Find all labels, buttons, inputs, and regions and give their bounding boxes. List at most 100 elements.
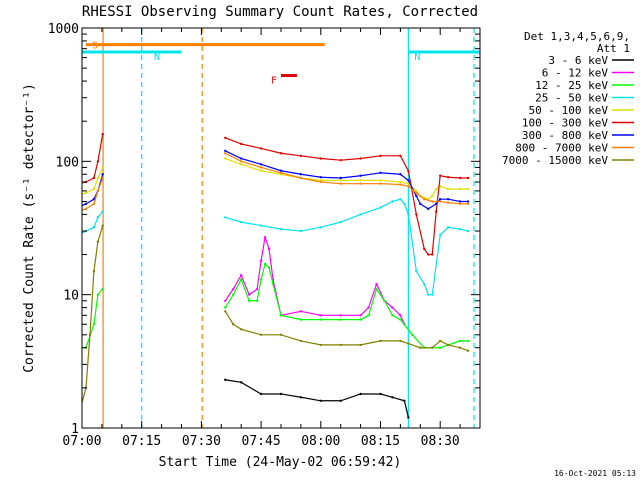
data-point-12-25-23 xyxy=(399,318,402,321)
data-point-6-12-18 xyxy=(399,314,402,317)
flag-label-n-1: N xyxy=(154,52,160,63)
legend-header-1: Att 1 xyxy=(597,42,630,55)
data-point-800-7000-22 xyxy=(466,202,470,206)
y-tick-label-2: 100 xyxy=(56,155,79,170)
data-point-6-12-4 xyxy=(255,287,259,291)
data-point-12-25-2 xyxy=(92,323,96,326)
x-tick-label-2: 07:30 xyxy=(182,434,221,449)
data-point-300-800-22 xyxy=(458,200,462,203)
data-point-300-800-8 xyxy=(279,169,283,172)
data-point-100-300-15 xyxy=(407,169,410,172)
x-tick-label-5: 08:15 xyxy=(361,434,400,449)
data-point-3-6-1 xyxy=(240,381,243,384)
data-point-100-300-17 xyxy=(423,247,426,251)
series-line-6-12-0 xyxy=(224,236,405,325)
data-point-100-300-19 xyxy=(431,253,434,256)
data-point-800-7000-16 xyxy=(415,191,418,195)
data-point-25-50-17 xyxy=(407,213,410,216)
data-point-25-50-18 xyxy=(415,269,418,273)
data-point-50-100-20 xyxy=(435,187,438,191)
x-tick-label-3: 07:45 xyxy=(242,434,281,449)
x-tick-label-1: 07:15 xyxy=(122,434,161,449)
data-point-3-6-5 xyxy=(319,399,322,402)
y-axis-label: Corrected Count Rate (s⁻¹ detector⁻¹) xyxy=(22,83,37,373)
data-point-6-12-1 xyxy=(232,287,235,291)
data-point-100-300-7 xyxy=(259,147,263,150)
data-point-25-50-23 xyxy=(446,226,450,229)
data-point-800-7000-4 xyxy=(101,176,104,180)
data-point-300-800-0 xyxy=(77,206,79,208)
data-point-50-100-7 xyxy=(259,169,263,172)
legend-label-3: 25 - 50 keV xyxy=(535,92,608,105)
x-tick-label-6: 08:30 xyxy=(421,434,460,449)
data-point-6-12-6 xyxy=(263,235,267,239)
data-point-800-7000-19 xyxy=(439,200,442,203)
data-point-12-25-19 xyxy=(367,314,370,317)
data-point-50-100-12 xyxy=(359,179,362,182)
data-point-7000-15000-23 xyxy=(466,349,470,352)
data-point-100-300-3 xyxy=(96,160,100,163)
data-point-50-100-5 xyxy=(224,157,227,160)
data-point-12-25-9 xyxy=(255,299,259,302)
x-tick-label-4: 08:00 xyxy=(301,434,340,449)
data-point-7000-15000-21 xyxy=(446,343,450,347)
legend-label-0: 3 - 6 keV xyxy=(548,54,608,67)
legend-label-5: 100 - 300 keV xyxy=(522,117,608,130)
data-point-300-800-1 xyxy=(84,202,88,206)
data-point-300-800-18 xyxy=(427,207,430,211)
data-point-12-25-17 xyxy=(339,318,342,321)
footer-timestamp: 16-Oct-2021 05:13 xyxy=(554,469,636,478)
data-point-100-300-12 xyxy=(359,157,362,160)
data-point-800-7000-14 xyxy=(399,183,402,186)
data-point-7000-15000-8 xyxy=(240,328,243,331)
data-point-100-300-6 xyxy=(240,142,243,146)
data-point-100-300-20 xyxy=(435,210,438,213)
data-point-800-7000-18 xyxy=(431,200,434,203)
data-point-12-25-13 xyxy=(271,282,275,286)
data-point-25-50-5 xyxy=(224,216,227,219)
series-line-800-7000-1 xyxy=(225,152,469,205)
data-point-25-50-15 xyxy=(399,197,402,201)
data-point-25-50-0 xyxy=(77,234,79,236)
data-point-3-6-9 xyxy=(391,396,394,399)
data-point-12-25-11 xyxy=(263,262,267,266)
data-point-100-300-16 xyxy=(415,213,418,216)
legend-label-4: 50 - 100 keV xyxy=(529,104,609,117)
data-point-800-7000-13 xyxy=(379,182,382,185)
data-point-25-50-16 xyxy=(403,202,406,206)
data-point-300-800-5 xyxy=(224,149,227,152)
data-point-50-100-23 xyxy=(458,187,462,191)
data-point-50-100-4 xyxy=(101,166,104,169)
data-point-800-7000-0 xyxy=(77,210,79,212)
data-point-12-25-6 xyxy=(232,293,235,296)
data-point-100-300-2 xyxy=(92,176,96,180)
data-point-7000-15000-22 xyxy=(458,346,462,349)
data-point-300-800-23 xyxy=(466,200,470,203)
data-point-12-25-16 xyxy=(319,318,322,321)
y-tick-label-0: 1 xyxy=(71,422,79,437)
data-point-100-300-11 xyxy=(339,158,342,162)
data-point-100-300-24 xyxy=(466,176,470,180)
data-point-12-25-7 xyxy=(240,278,243,281)
data-point-50-100-0 xyxy=(77,195,79,197)
chart-title: RHESSI Observing Summary Count Rates, Co… xyxy=(82,4,478,20)
data-point-25-50-22 xyxy=(439,233,442,237)
series-line-3-6-0 xyxy=(225,379,409,418)
data-point-300-800-9 xyxy=(299,173,303,176)
data-point-800-7000-7 xyxy=(259,166,263,169)
data-point-100-300-5 xyxy=(224,136,227,140)
data-point-25-50-7 xyxy=(259,224,263,227)
data-point-100-300-4 xyxy=(101,132,104,136)
data-point-3-6-10 xyxy=(403,399,406,402)
data-point-3-6-11 xyxy=(407,416,410,419)
data-point-12-25-5 xyxy=(224,306,227,309)
data-point-12-25-28 xyxy=(466,339,470,343)
data-point-800-7000-1 xyxy=(84,207,88,211)
data-point-6-12-0 xyxy=(224,299,227,302)
data-point-800-7000-11 xyxy=(339,182,342,185)
data-point-100-300-23 xyxy=(458,176,462,180)
data-point-50-100-11 xyxy=(339,179,342,182)
data-point-7000-15000-2 xyxy=(88,333,92,337)
series-line-100-300-1 xyxy=(225,137,469,256)
